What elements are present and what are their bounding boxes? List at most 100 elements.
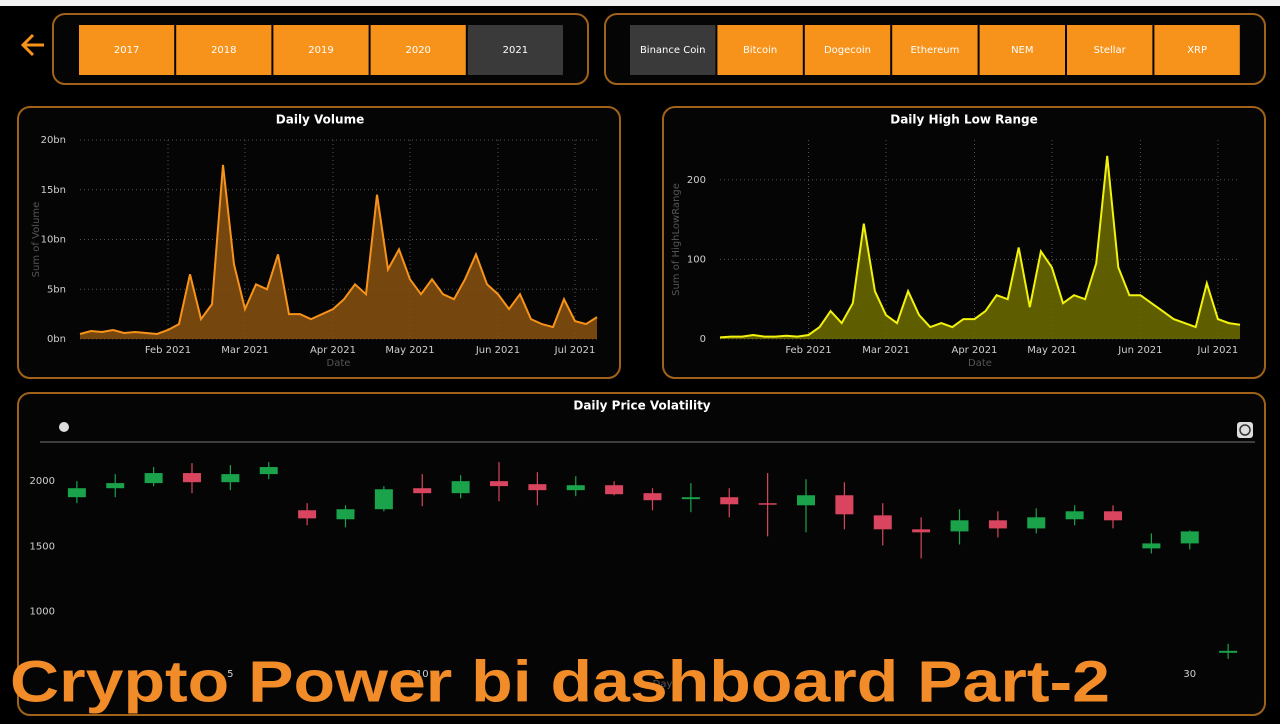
filter-button[interactable] <box>273 25 369 75</box>
filter-button[interactable] <box>804 25 891 75</box>
candle-body <box>106 483 125 489</box>
candle-body <box>950 520 969 532</box>
filter-button-label[interactable]: 2021 <box>503 45 528 56</box>
y-tick-label: 15bn <box>41 185 66 196</box>
x-tick-label: Apr 2021 <box>310 345 356 356</box>
filter-button[interactable] <box>176 25 272 75</box>
x-tick-label: Jun 2021 <box>475 345 520 356</box>
x-tick-label: 30 <box>1183 669 1196 680</box>
candle-body <box>528 484 547 491</box>
x-tick-label: May 2021 <box>1027 345 1076 356</box>
filter-button-label[interactable]: NEM <box>1011 45 1033 56</box>
y-tick-label: 0bn <box>47 334 66 345</box>
x-tick-label: Mar 2021 <box>221 345 269 356</box>
x-axis-title: Date <box>327 358 351 369</box>
candle-body <box>259 467 278 475</box>
x-tick-label: Mar 2021 <box>862 345 910 356</box>
y-tick-label: 20bn <box>41 135 66 146</box>
chart-title: Daily Price Volatility <box>573 399 710 413</box>
y-tick-label: 5bn <box>47 284 66 295</box>
x-tick-label: Jul 2021 <box>1197 345 1239 356</box>
filter-button-label[interactable]: XRP <box>1187 45 1207 56</box>
x-tick-label: Feb 2021 <box>785 345 831 356</box>
y-tick-label: 10bn <box>41 235 66 246</box>
candle-body <box>144 473 163 484</box>
filter-button[interactable] <box>1154 25 1240 75</box>
x-axis-title: Day <box>653 679 673 690</box>
filter-button-label[interactable]: Bitcoin <box>743 45 777 56</box>
y-tick-label: 0 <box>700 334 706 345</box>
y-tick-label: 100 <box>687 254 706 265</box>
candle-body <box>1065 511 1084 520</box>
y-tick-label: 2000 <box>30 476 55 487</box>
candle-body <box>605 485 624 495</box>
filter-button[interactable] <box>717 25 803 75</box>
overlay-title: Crypto Power bi dashboard Part-2 <box>10 649 1110 714</box>
candle-body <box>67 488 86 498</box>
x-tick-label: Jun 2021 <box>1117 345 1162 356</box>
candle-body <box>1027 517 1046 529</box>
x-axis-title: Date <box>968 358 992 369</box>
x-tick-label: Apr 2021 <box>951 345 997 356</box>
globe-icon[interactable] <box>59 422 69 432</box>
candle-body <box>182 473 201 483</box>
content: 2017 2018 2019 2020 2021 Binance Coin Bitcoin D… <box>10 25 1241 714</box>
x-tick-label: May 2021 <box>385 345 434 356</box>
candle-body <box>681 497 700 500</box>
info-icon-ring <box>1239 424 1251 436</box>
filter-button[interactable] <box>467 25 563 75</box>
filter-button-label[interactable]: 2020 <box>405 45 430 56</box>
candle-body <box>1180 531 1199 544</box>
x-tick-label: 5 <box>227 669 233 680</box>
candle-body <box>336 509 355 520</box>
x-tick-label: Feb 2021 <box>145 345 191 356</box>
filter-button-label[interactable]: Stellar <box>1094 45 1127 56</box>
filter-button[interactable] <box>79 25 175 75</box>
area-fill <box>80 164 597 339</box>
area-fill <box>720 155 1240 339</box>
filter-button[interactable] <box>630 25 716 75</box>
filter-button-label[interactable]: Ethereum <box>910 45 959 56</box>
y-axis-title: Sum of HighLowRange <box>671 183 682 296</box>
volatility-panel <box>17 392 1266 716</box>
area-line <box>719 155 1241 339</box>
filter-button[interactable] <box>892 25 978 75</box>
browser-strip <box>0 0 1280 6</box>
chart-title: Daily Volume <box>276 113 364 127</box>
x-tick-label: 10 <box>416 669 429 680</box>
candle-body <box>720 497 739 505</box>
back-arrow[interactable] <box>20 33 44 57</box>
filter-button-label[interactable]: 2018 <box>211 45 236 56</box>
candle-body <box>797 495 816 506</box>
candle-body <box>1104 511 1123 521</box>
candle-body <box>988 520 1007 529</box>
filter-button-label[interactable]: 2019 <box>308 45 333 56</box>
candle-body <box>873 515 892 530</box>
candle-body <box>374 489 393 510</box>
area-line <box>79 164 598 336</box>
filter-button-label[interactable]: Dogecoin <box>824 45 871 56</box>
filter-button[interactable] <box>1067 25 1153 75</box>
candle-body <box>566 485 585 491</box>
y-axis-title: Sum of Volume <box>31 202 42 278</box>
candle-body <box>298 510 317 519</box>
candle-body <box>643 493 662 501</box>
y-tick-label: 1500 <box>30 541 55 552</box>
candle-body <box>1219 650 1238 653</box>
y-tick-label: 200 <box>687 175 706 186</box>
filter-button-label[interactable]: 2017 <box>114 45 139 56</box>
x-tick-label: Jul 2021 <box>554 345 596 356</box>
candle-body <box>451 481 470 494</box>
filter-button[interactable] <box>979 25 1065 75</box>
candle-body <box>912 529 931 533</box>
filter-button[interactable] <box>370 25 466 75</box>
candle-body <box>835 495 854 515</box>
candle-body <box>489 481 508 487</box>
filter-button-label[interactable]: Binance Coin <box>640 45 706 56</box>
candle-body <box>1142 543 1161 549</box>
candle-body <box>221 474 240 483</box>
candle-body <box>758 503 777 505</box>
y-tick-label: 1000 <box>30 607 55 618</box>
chart-title: Daily High Low Range <box>890 113 1038 127</box>
